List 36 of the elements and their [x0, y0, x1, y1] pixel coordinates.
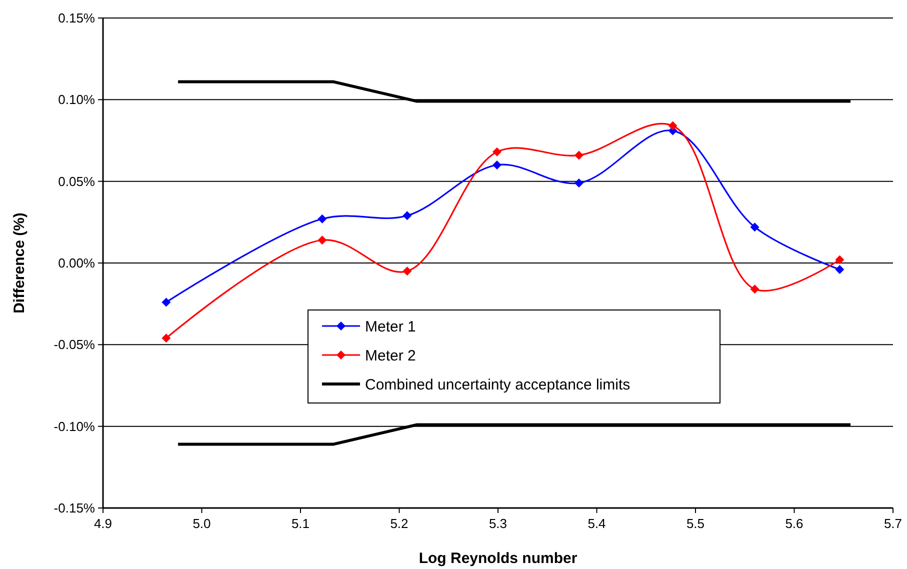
x-tick-label: 5.0	[192, 516, 211, 531]
y-tick-label: 0.00%	[58, 256, 96, 271]
x-tick-label: 5.6	[785, 516, 804, 531]
point	[318, 214, 327, 224]
y-tick-label: 0.05%	[58, 174, 96, 189]
point	[402, 266, 412, 276]
y-tick-label: 0.15%	[58, 10, 96, 26]
point	[492, 147, 502, 156]
y-tick-label: -0.10%	[54, 418, 96, 434]
y-tick-label: -0.15%	[54, 500, 96, 516]
x-tick-label: 5.5	[686, 516, 705, 531]
x-axis-title: Log Reynolds number	[418, 550, 578, 567]
x-tick-label: 5.2	[390, 516, 408, 531]
point	[402, 211, 412, 220]
x-tick-label: 5.4	[588, 516, 606, 531]
x-tick-label: 5.3	[488, 516, 508, 531]
x-tick-label: 4.9	[94, 516, 112, 531]
point	[668, 121, 678, 130]
point	[574, 150, 584, 160]
point	[492, 160, 502, 170]
y-tick-label: -0.05%	[54, 337, 96, 352]
x-tick-label: 5.1	[291, 516, 310, 531]
legend-label: Combined uncertainty acceptance limits	[365, 376, 630, 394]
point	[318, 236, 327, 245]
legend-label: Meter 2	[365, 347, 416, 364]
legend-label: Meter 1	[365, 318, 416, 336]
point	[162, 334, 171, 343]
point	[835, 255, 844, 264]
point	[750, 222, 760, 232]
point	[162, 298, 171, 307]
y-axis-title: Difference (%)	[11, 212, 28, 314]
point	[835, 265, 844, 274]
point	[750, 284, 760, 294]
x-tick-label: 5.7	[884, 516, 902, 531]
point	[574, 178, 584, 188]
y-tick-label: 0.10%	[58, 92, 96, 108]
